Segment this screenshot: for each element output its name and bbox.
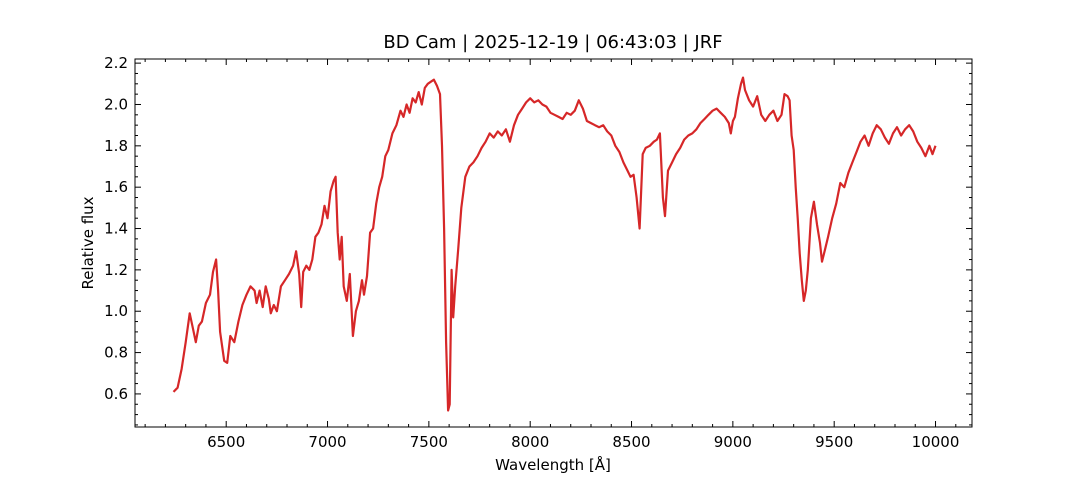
x-tick-label: 8500	[612, 433, 650, 451]
y-tick-label: 0.6	[104, 385, 128, 403]
y-tick-label: 2.2	[104, 54, 128, 72]
axis-ticks: 6500 7000 7500 8000 8500 9000 9500 10000 0.6 0.8 1…	[104, 54, 972, 451]
plot-area: 6500 7000 7500 8000 8500 9000 9500 10000 0.6 0.8 1…	[104, 54, 973, 451]
chart-title: BD Cam | 2025-12-19 | 06:43:03 | JRF	[383, 32, 722, 53]
x-tick-label: 9500	[815, 433, 853, 451]
x-tick-label: 8000	[511, 433, 549, 451]
data-layer	[172, 76, 937, 412]
y-tick-label: 2.0	[104, 95, 128, 113]
x-tick-label: 7000	[308, 433, 346, 451]
y-tick-label: 1.8	[104, 137, 128, 155]
x-tick-label: 9000	[714, 433, 752, 451]
y-tick-label: 0.8	[104, 344, 128, 362]
x-tick-label: 7500	[410, 433, 448, 451]
y-tick-label: 1.0	[104, 302, 128, 320]
spectrum-line	[172, 76, 937, 412]
y-tick-label: 1.6	[104, 178, 128, 196]
x-tick-label: 10000	[912, 433, 960, 451]
y-tick-label: 1.2	[104, 261, 128, 279]
x-axis-label: Wavelength [Å]	[495, 455, 611, 474]
y-axis-label: Relative flux	[79, 196, 97, 289]
x-tick-label: 6500	[207, 433, 245, 451]
y-tick-label: 1.4	[104, 220, 128, 238]
plot-frame	[134, 58, 973, 428]
